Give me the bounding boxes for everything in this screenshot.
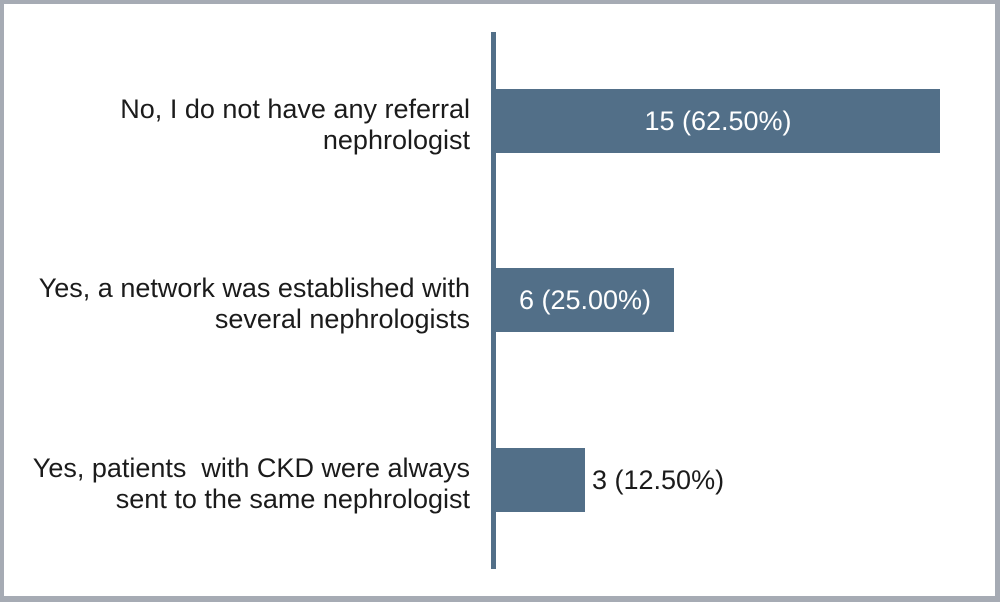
value-label-network-several: 6 (25.00%) — [518, 284, 652, 315]
category-label-no-referral: No, I do not have any referral nephrolog… — [120, 93, 470, 155]
y-axis-line — [491, 32, 496, 569]
bar-row: 6 (25.00%) — [496, 268, 995, 332]
value-label-no-referral: 15 (62.50%) — [644, 105, 792, 136]
bar-chart: No, I do not have any referral nephrolog… — [4, 4, 995, 596]
bar-network-several: 6 (25.00%) — [496, 268, 674, 332]
category-label-same-nephrologist: Yes, patients with CKD were always sent … — [32, 452, 470, 514]
bar-row: 3 (12.50%) — [496, 448, 995, 512]
bar-no-referral: 15 (62.50%) — [496, 89, 940, 153]
category-label-network-several: Yes, a network was established with seve… — [38, 272, 470, 334]
bar-row: 15 (62.50%) — [496, 89, 995, 153]
value-label-same-nephrologist: 3 (12.50%) — [592, 464, 725, 495]
bar-same-nephrologist — [496, 448, 585, 512]
